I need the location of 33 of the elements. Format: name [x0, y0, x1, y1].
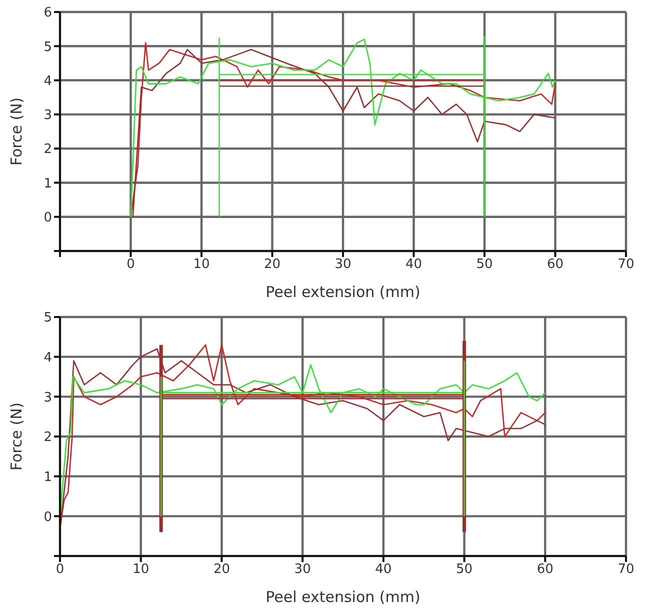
y-tick-label: 2 — [44, 142, 52, 158]
y-tick-label: 4 — [44, 350, 52, 366]
x-tick-label: 50 — [456, 562, 473, 578]
x-tick-label: 0 — [56, 562, 64, 578]
y-tick-label: 6 — [44, 6, 52, 21]
y-axis-title: Force (N) — [7, 402, 26, 471]
x-tick-label: 40 — [375, 562, 392, 578]
y-axis-title: Force (N) — [7, 97, 26, 166]
x-tick-label: 10 — [193, 257, 210, 272]
x-tick-label: 30 — [294, 562, 311, 578]
x-tick-label: 70 — [618, 562, 634, 578]
y-tick-label: 1 — [44, 470, 52, 485]
y-tick-label: 0 — [44, 510, 52, 525]
y-tick-label: 1 — [44, 176, 52, 192]
x-tick-label: 70 — [618, 257, 634, 272]
y-tick-label: 0 — [44, 210, 52, 226]
x-tick-label: 50 — [476, 257, 493, 272]
x-axis-title: Peel extension (mm) — [266, 588, 420, 606]
x-tick-label: 60 — [536, 562, 554, 578]
x-tick-label: 60 — [546, 257, 564, 272]
y-tick-label: 2 — [44, 430, 52, 446]
x-tick-label: 10 — [132, 562, 150, 578]
x-tick-label: 0 — [126, 257, 135, 272]
y-tick-label: 5 — [44, 40, 52, 55]
x-axis-title: Peel extension (mm) — [266, 283, 420, 301]
y-tick-label: 3 — [44, 108, 52, 124]
x-tick-label: 40 — [405, 257, 422, 272]
x-tick-label: 20 — [264, 257, 281, 272]
y-tick-label: 4 — [44, 74, 52, 89]
x-tick-label: 20 — [213, 562, 230, 578]
y-tick-label: 3 — [44, 390, 52, 406]
y-tick-label: 5 — [44, 310, 52, 326]
x-tick-label: 30 — [334, 257, 352, 272]
